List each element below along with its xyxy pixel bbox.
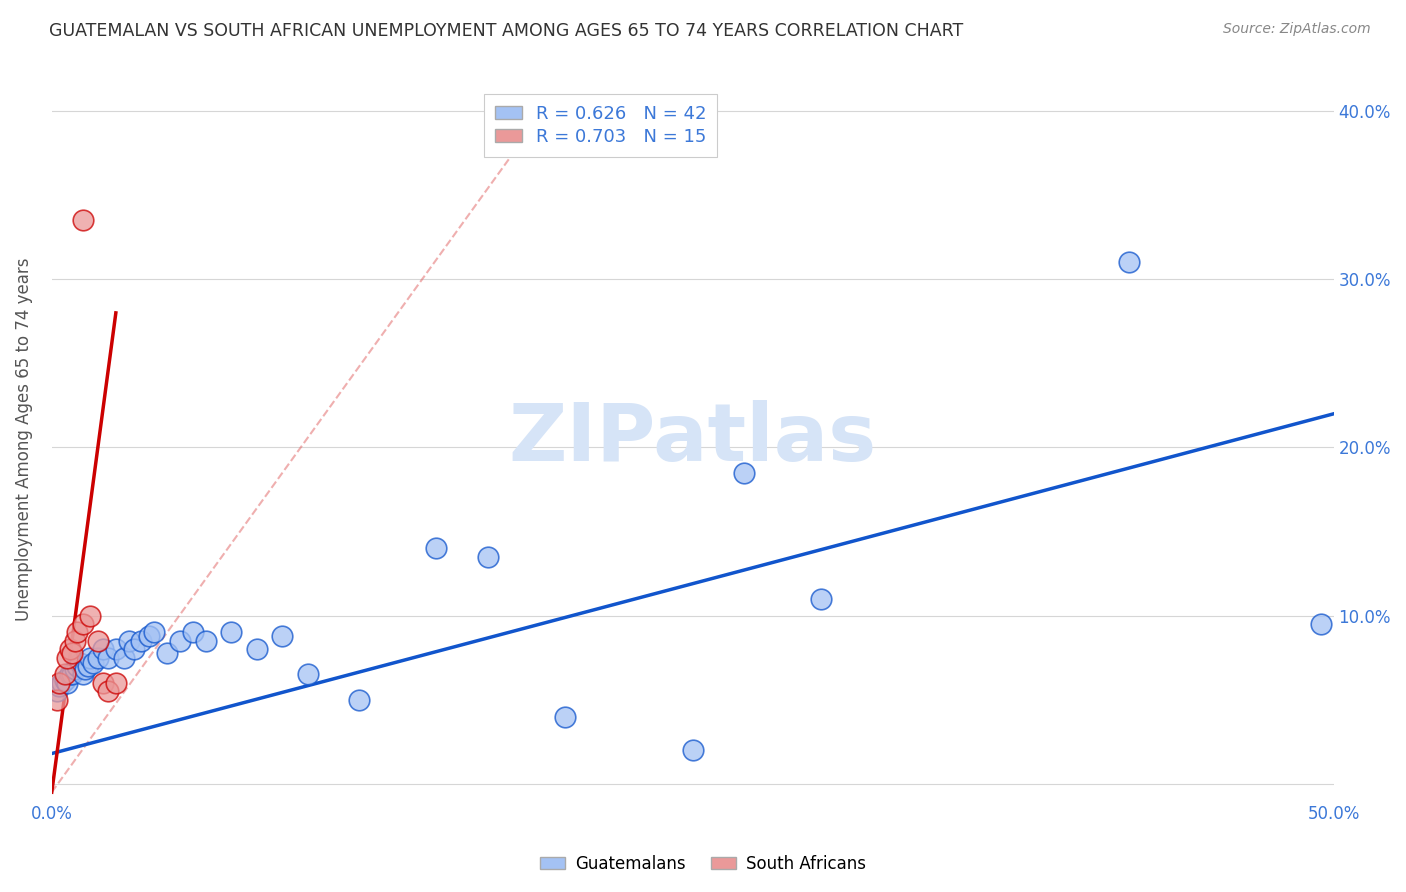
Point <box>297 667 319 681</box>
Text: Source: ZipAtlas.com: Source: ZipAtlas.com <box>1223 22 1371 37</box>
Point <box>104 676 127 690</box>
Point <box>553 709 575 723</box>
Point <box>97 650 120 665</box>
Point <box>59 642 82 657</box>
Text: ZIPatlas: ZIPatlas <box>509 400 877 478</box>
Point <box>219 625 242 640</box>
Point <box>53 667 76 681</box>
Point <box>810 591 832 606</box>
Point <box>156 646 179 660</box>
Point <box>76 659 98 673</box>
Point <box>682 743 704 757</box>
Y-axis label: Unemployment Among Ages 65 to 74 years: Unemployment Among Ages 65 to 74 years <box>15 257 32 621</box>
Point <box>1309 617 1331 632</box>
Point <box>477 549 499 564</box>
Point <box>122 642 145 657</box>
Point <box>63 633 86 648</box>
Point <box>66 625 89 640</box>
Point <box>82 656 104 670</box>
Point <box>66 659 89 673</box>
Point <box>72 617 94 632</box>
Point <box>63 662 86 676</box>
Point <box>79 650 101 665</box>
Point <box>194 633 217 648</box>
Point <box>53 673 76 687</box>
Point <box>59 667 82 681</box>
Text: GUATEMALAN VS SOUTH AFRICAN UNEMPLOYMENT AMONG AGES 65 TO 74 YEARS CORRELATION C: GUATEMALAN VS SOUTH AFRICAN UNEMPLOYMENT… <box>49 22 963 40</box>
Point <box>349 692 371 706</box>
Point <box>733 466 755 480</box>
Point <box>143 625 166 640</box>
Point <box>87 650 110 665</box>
Point <box>118 633 141 648</box>
Point <box>104 642 127 657</box>
Point <box>69 656 91 670</box>
Point <box>79 608 101 623</box>
Point <box>60 667 83 681</box>
Point <box>169 633 191 648</box>
Point <box>45 692 67 706</box>
Point <box>181 625 204 640</box>
Point <box>60 646 83 660</box>
Point <box>131 633 153 648</box>
Legend: R = 0.626   N = 42, R = 0.703   N = 15: R = 0.626 N = 42, R = 0.703 N = 15 <box>484 94 717 157</box>
Point <box>97 684 120 698</box>
Legend: Guatemalans, South Africans: Guatemalans, South Africans <box>533 848 873 880</box>
Point <box>72 213 94 227</box>
Point <box>1118 255 1140 269</box>
Point <box>425 541 447 556</box>
Point <box>56 650 79 665</box>
Point <box>72 667 94 681</box>
Point <box>246 642 269 657</box>
Point <box>112 650 135 665</box>
Point <box>56 676 79 690</box>
Point <box>87 633 110 648</box>
Point <box>48 679 70 693</box>
Point <box>48 676 70 690</box>
Point <box>45 684 67 698</box>
Point <box>271 629 294 643</box>
Point <box>51 676 73 690</box>
Point <box>75 662 97 676</box>
Point <box>91 676 114 690</box>
Point <box>91 642 114 657</box>
Point <box>138 629 160 643</box>
